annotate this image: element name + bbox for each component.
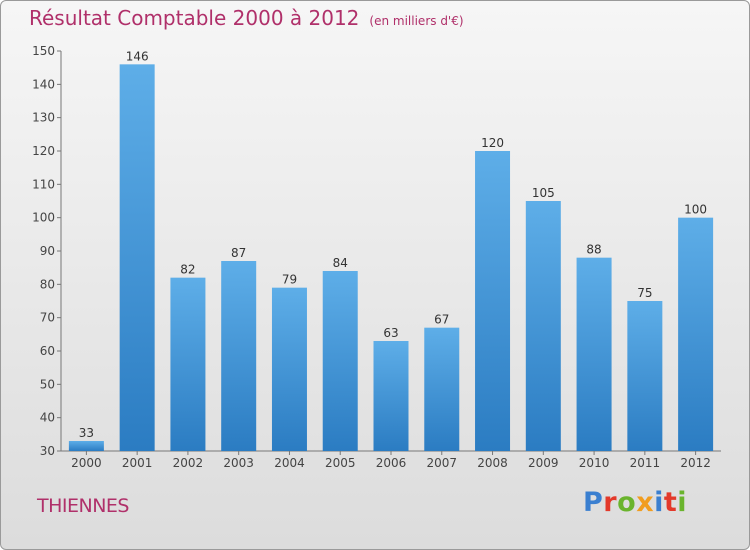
- y-tick-label: 60: [40, 344, 55, 358]
- y-tick-label: 100: [32, 211, 55, 225]
- y-tick-label: 70: [40, 311, 55, 325]
- x-tick-label: 2001: [122, 456, 153, 470]
- chart-subtitle: (en milliers d'€): [369, 14, 464, 28]
- x-tick-label: 2009: [528, 456, 559, 470]
- bar-2009: [525, 201, 561, 451]
- value-label-2011: 75: [637, 286, 652, 300]
- value-label-2010: 88: [586, 243, 601, 257]
- value-label-2008: 120: [481, 136, 504, 150]
- y-tick-label: 30: [40, 444, 55, 458]
- bar-2003: [221, 261, 257, 451]
- axes: 30 40 50 60 70 80 90 100 110 120 130 140 150 2000 2001…: [32, 44, 721, 470]
- bar-2005: [322, 271, 358, 451]
- y-tick-label: 130: [32, 111, 55, 125]
- chart-title: Résultat Comptable 2000 à 2012 (en millie…: [29, 6, 464, 30]
- x-tick-label: 2002: [173, 456, 204, 470]
- commune-name: THIENNES: [37, 495, 130, 517]
- x-tick-label: 2007: [426, 456, 457, 470]
- value-label-2005: 84: [333, 256, 348, 270]
- x-tick-label: 2004: [274, 456, 305, 470]
- x-tick-label: 2008: [477, 456, 508, 470]
- value-label-2004: 79: [282, 273, 297, 287]
- y-tick-label: 90: [40, 244, 55, 258]
- y-tick-label: 80: [40, 277, 55, 291]
- y-tick-label: 50: [40, 377, 55, 391]
- bar-2002: [170, 277, 206, 451]
- bar-2012: [678, 217, 714, 451]
- bar-2000: [68, 441, 104, 451]
- x-tick-label: 2011: [630, 456, 661, 470]
- x-tick-label: 2010: [579, 456, 610, 470]
- bar-2011: [627, 301, 663, 451]
- value-label-2001: 146: [126, 49, 149, 63]
- x-tick-label: 2012: [680, 456, 711, 470]
- proxiti-logo: Proxiti: [583, 487, 688, 518]
- y-tick-label: 140: [32, 77, 55, 91]
- value-label-2003: 87: [231, 246, 246, 260]
- value-label-2012: 100: [684, 203, 707, 217]
- bar-2004: [271, 287, 307, 451]
- y-tick-label: 120: [32, 144, 55, 158]
- y-tick-label: 110: [32, 177, 55, 191]
- bar-2006: [373, 341, 409, 451]
- x-tick-label: 2003: [223, 456, 254, 470]
- bar-2010: [576, 257, 612, 451]
- x-tick-label: 2000: [71, 456, 102, 470]
- y-tick-label: 150: [32, 44, 55, 58]
- bar-2008: [475, 151, 511, 451]
- value-label-2000: 33: [79, 426, 94, 440]
- value-label-2006: 63: [383, 326, 398, 340]
- chart-title-text: Résultat Comptable 2000 à 2012: [29, 6, 360, 30]
- value-labels: 33 146 82 87 79 84 63 67 120 105 88 75 100: [79, 49, 707, 440]
- value-label-2002: 82: [180, 263, 195, 277]
- bars: [68, 64, 714, 452]
- bar-2007: [424, 327, 460, 451]
- bar-2001: [119, 64, 155, 452]
- y-tick-label: 40: [40, 411, 55, 425]
- value-label-2009: 105: [532, 186, 555, 200]
- x-tick-label: 2006: [376, 456, 407, 470]
- x-tick-label: 2005: [325, 456, 356, 470]
- value-label-2007: 67: [434, 313, 449, 327]
